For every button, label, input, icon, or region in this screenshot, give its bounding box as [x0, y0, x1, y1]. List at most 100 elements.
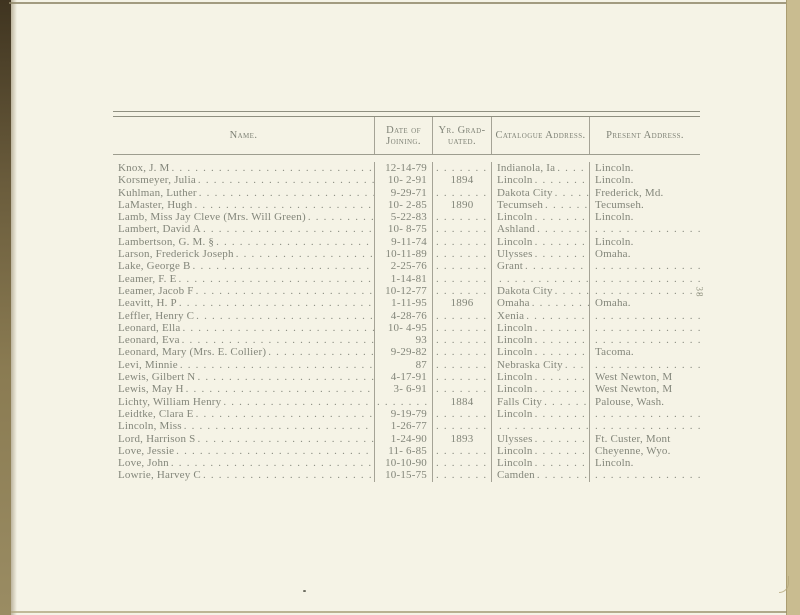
year-graduated: 1884 [450, 395, 474, 408]
catalogue-address: Falls City [497, 395, 543, 408]
dot-leader: . . . . . . . . . . . . . . . . . . . . … [436, 334, 488, 347]
dot-leader: . . . . . . . . . . . . . . . . . . . . … [183, 420, 374, 433]
member-name-cell: Lichty, William Henry. . . . . . . . . .… [113, 395, 375, 408]
date-of-joining-cell: 1-26-77 [375, 420, 433, 433]
dot-leader: . . . . . . . . . . . . . . . . . . . . … [197, 432, 374, 445]
dot-leader: . . . . . . . . . . . . . . . . . . . . … [198, 186, 374, 199]
dot-leader: . . . . . . . . . . . . . . . . . . . . … [181, 334, 374, 347]
member-name: LaMaster, Hugh [118, 198, 193, 211]
present-address-cell: . . . . . . . . . . . . . . . . . . . . … [590, 359, 700, 371]
member-name-cell: Lamb, Miss Jay Cleve (Mrs. Will Green). … [113, 211, 375, 224]
dot-leader: . . . . . . . . . . . . . . . . . . . . … [534, 321, 589, 334]
table-row: Lichty, William Henry. . . . . . . . . .… [113, 395, 700, 408]
present-address-cell: Tecumseh. [590, 199, 700, 211]
dot-leader: . . . . . . . . . . . . . . . . . . . . … [536, 469, 589, 482]
member-name-cell: Kuhlman, Luther. . . . . . . . . . . . .… [113, 186, 375, 199]
present-address: West Newton, M [595, 383, 673, 396]
present-address-cell: . . . . . . . . . . . . . . . . . . . . … [590, 469, 700, 481]
catalogue-address-cell: Lincoln. . . . . . . . . . . . . . . . .… [492, 174, 590, 187]
dot-leader: . . . . . . . . . . . . . . . . . . . . … [170, 457, 374, 470]
dot-leader: . . . . . . . . . . . . . . . . . . . . … [595, 309, 700, 322]
catalogue-address-cell: Ulysses. . . . . . . . . . . . . . . . .… [492, 432, 590, 445]
dot-leader: . . . . . . . . . . . . . . . . . . . . … [307, 211, 374, 224]
member-name-cell: Larson, Frederick Joseph. . . . . . . . … [113, 248, 375, 261]
dot-leader: . . . . . . . . . . . . . . . . . . . . … [534, 211, 589, 224]
dot-leader: . . . . . . . . . . . . . . . . . . . . … [436, 284, 488, 297]
table-row: Lake, George B. . . . . . . . . . . . . … [113, 260, 700, 273]
dot-leader: . . . . . . . . . . . . . . . . . . . . … [235, 248, 374, 261]
dot-leader: . . . . . . . . . . . . . . . . . . . . … [436, 223, 488, 236]
year-graduated-cell: . . . . . . . . . . . . . . . . . . . . … [433, 186, 492, 199]
catalogue-address: Xenia [497, 309, 525, 322]
year-graduated-cell: 1894 [433, 174, 492, 187]
catalogue-address-cell: Tecumseh. . . . . . . . . . . . . . . . … [492, 198, 590, 212]
member-name-cell: Leffler, Henry C. . . . . . . . . . . . … [113, 309, 375, 322]
present-address: Omaha. [595, 297, 631, 310]
year-graduated: 1896 [450, 297, 474, 310]
dot-leader: . . . . . . . . . . . . . . . . . . . . … [268, 346, 374, 359]
year-graduated-cell: . . . . . . . . . . . . . . . . . . . . … [433, 334, 492, 347]
dot-leader: . . . . . . . . . . . . . . . . . . . . … [436, 444, 488, 457]
dot-leader: . . . . . . . . . . . . . . . . . . . . … [216, 235, 374, 248]
member-name-cell: Lake, George B. . . . . . . . . . . . . … [113, 260, 375, 273]
dot-leader: . . . . . . . . . . . . . . . . . . . . … [545, 198, 589, 211]
dot-leader: . . . . . . . . . . . . . . . . . . . . … [595, 334, 700, 347]
table-row: Lamb, Miss Jay Cleve (Mrs. Will Green). … [113, 211, 700, 224]
table-row: Leonard, Mary (Mrs. E. Collier). . . . .… [113, 346, 700, 359]
catalogue-address-cell: Lincoln. . . . . . . . . . . . . . . . .… [492, 407, 590, 421]
member-name: Leamer, F. E [118, 272, 177, 285]
dot-leader: . . . . . . . . . . . . . . . . . . . . … [436, 162, 488, 174]
dot-leader: . . . . . . . . . . . . . . . . . . . . … [197, 174, 374, 187]
catalogue-address-cell: Nebraska City. . . . . . . . . . . . . .… [492, 358, 590, 372]
date-of-joining: 4-17-91 [390, 371, 427, 384]
table-top-double-rule [113, 111, 700, 117]
present-address: West Newton, M [595, 371, 673, 384]
dot-leader: . . . . . . . . . . . . . . . . . . . . … [499, 420, 589, 433]
present-address-cell: . . . . . . . . . . . . . . . . . . . . … [590, 334, 700, 346]
catalogue-address-cell: Lincoln. . . . . . . . . . . . . . . . .… [492, 444, 590, 458]
year-graduated-cell: 1896 [433, 297, 492, 310]
present-address-cell: Tacoma. [590, 346, 700, 358]
dot-leader: . . . . . . . . . . . . . . . . . . . . … [436, 211, 488, 224]
member-name: Leavitt, H. P [118, 297, 177, 310]
dot-leader: . . . . . . . . . . . . . . . . . . . . … [534, 174, 589, 187]
dot-leader: . . . . . . . . . . . . . . . . . . . . … [436, 383, 488, 396]
catalogue-address: Grant [497, 260, 524, 273]
catalogue-address: Lincoln [497, 235, 533, 248]
dot-leader: . . . . . . . . . . . . . . . . . . . . … [185, 383, 374, 396]
date-of-joining: 9-11-74 [391, 235, 427, 248]
dot-leader: . . . . . . . . . . . . . . . . . . . . … [525, 260, 589, 273]
member-name-cell: Leonard, Ella. . . . . . . . . . . . . .… [113, 321, 375, 335]
table-row: Leonard, Ella. . . . . . . . . . . . . .… [113, 321, 700, 335]
date-of-joining: 2-25-76 [390, 260, 427, 273]
dot-leader: . . . . . . . . . . . . . . . . . . . . … [595, 407, 700, 420]
member-name: Leidtke, Clara E [118, 407, 194, 420]
member-name: Lord, Harrison S [118, 432, 196, 445]
dot-leader: . . . . . . . . . . . . . . . . . . . . … [436, 469, 488, 482]
member-name-cell: Lambert, David A. . . . . . . . . . . . … [113, 223, 375, 236]
year-graduated-cell: . . . . . . . . . . . . . . . . . . . . … [433, 260, 492, 273]
dot-leader: . . . . . . . . . . . . . . . . . . . . … [179, 358, 374, 371]
catalogue-address: Lincoln [497, 407, 533, 420]
present-address-cell: . . . . . . . . . . . . . . . . . . . . … [590, 408, 700, 420]
date-of-joining: 1-24-90 [390, 432, 427, 445]
date-of-joining-cell: 93 [375, 334, 433, 347]
dot-leader: . . . . . . . . . . . . . . . . . . . . … [534, 457, 589, 470]
dot-leader: . . . . . . . . . . . . . . . . . . . . … [436, 272, 488, 285]
member-name: Love, Jessie [118, 444, 175, 457]
dot-leader: . . . . . . . . . . . . . . . . . . . . … [499, 272, 589, 285]
date-of-joining-cell: 10- 2-85 [375, 198, 433, 212]
date-of-joining: 1-11-95 [391, 297, 427, 310]
dot-leader: . . . . . . . . . . . . . . . . . . . . … [436, 260, 488, 273]
catalogue-address-cell: Lincoln. . . . . . . . . . . . . . . . .… [492, 235, 590, 249]
year-graduated-cell: 1884 [433, 395, 492, 408]
date-of-joining: 1-14-81 [390, 272, 427, 285]
dot-leader: . . . . . . . . . . . . . . . . . . . . … [537, 223, 589, 236]
date-of-joining: 9-19-79 [390, 407, 427, 420]
year-graduated-cell: . . . . . . . . . . . . . . . . . . . . … [433, 235, 492, 249]
year-graduated: 1890 [450, 198, 474, 211]
member-name-cell: LaMaster, Hugh. . . . . . . . . . . . . … [113, 198, 375, 212]
dot-leader: . . . . . . . . . . . . . . . . . . . . … [436, 186, 488, 199]
catalogue-address-cell: Lincoln. . . . . . . . . . . . . . . . .… [492, 334, 590, 347]
date-of-joining: 9-29-71 [390, 186, 427, 199]
